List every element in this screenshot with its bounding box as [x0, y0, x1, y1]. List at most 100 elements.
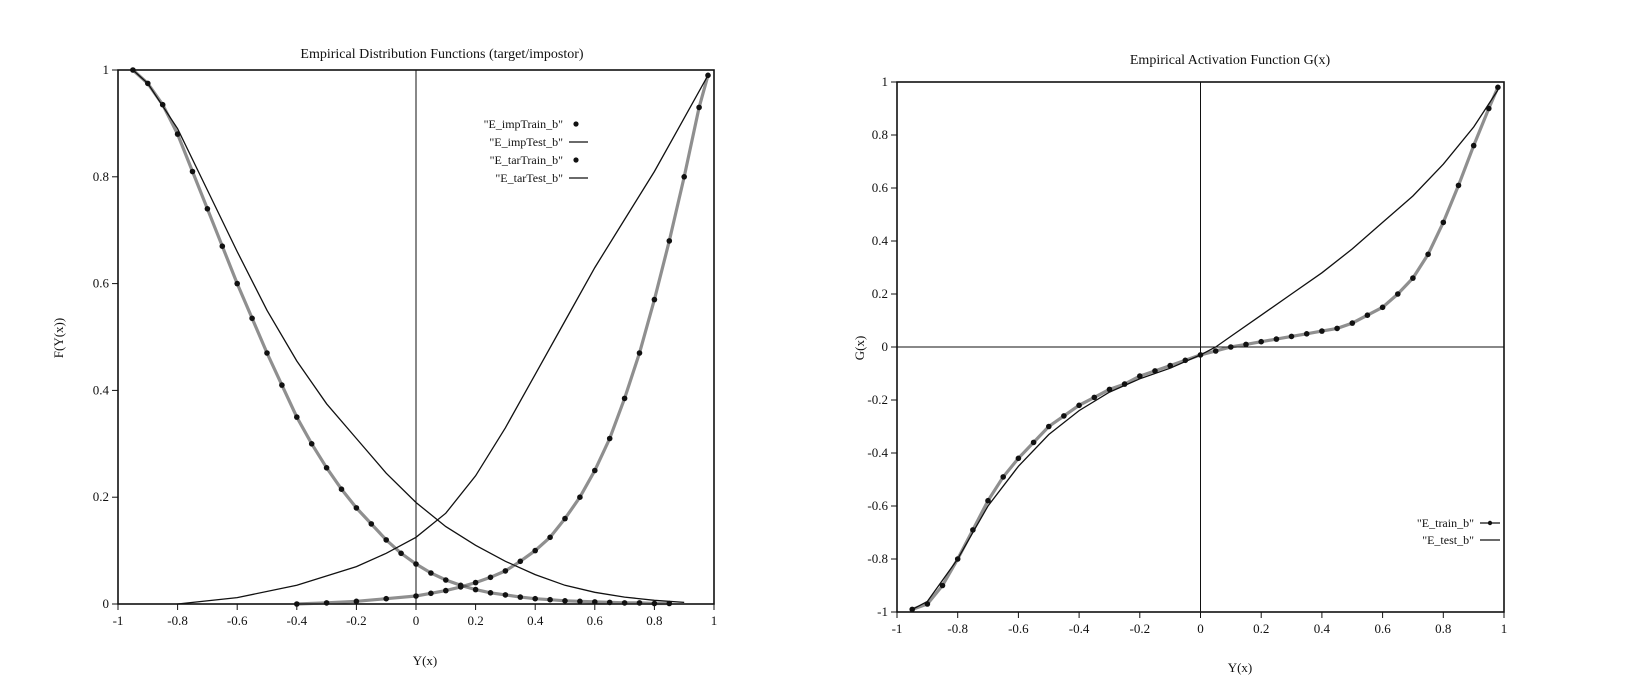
x-tick-label: 0.4	[1314, 621, 1331, 636]
y-tick-label: -0.2	[867, 392, 888, 407]
data-point	[1456, 183, 1462, 189]
data-point	[383, 537, 389, 543]
data-point	[369, 521, 375, 527]
data-point	[577, 494, 583, 500]
legend-label: "E_tarTest_b"	[495, 171, 563, 185]
legend: "E_train_b" "E_test_b"	[1417, 516, 1500, 547]
y-tick-label: -1	[877, 604, 888, 619]
x-tick-label: 1	[711, 613, 718, 628]
data-point	[1000, 474, 1006, 480]
data-point	[220, 243, 226, 249]
data-point	[383, 596, 389, 602]
series-trace	[912, 87, 1498, 609]
data-point	[1380, 305, 1386, 311]
data-point	[249, 316, 255, 322]
data-point	[547, 597, 553, 603]
legend-entry: "E_impTrain_b"	[484, 117, 579, 131]
data-point	[205, 206, 211, 212]
y-tick-label: 0.6	[93, 276, 110, 291]
data-point	[592, 599, 598, 605]
x-tick-label: 0.4	[527, 613, 544, 628]
data-point	[488, 590, 494, 596]
data-point	[1046, 424, 1052, 430]
data-point	[1425, 252, 1431, 258]
data-point	[1228, 344, 1234, 350]
x-tick-label: 0.6	[587, 613, 604, 628]
data-point	[1031, 440, 1037, 446]
y-tick-label: 0.6	[872, 180, 889, 195]
legend-label: "E_train_b"	[1417, 516, 1474, 530]
data-point	[532, 596, 538, 602]
data-point	[413, 561, 419, 567]
data-point	[592, 468, 598, 474]
legend-entry: "E_test_b"	[1422, 533, 1500, 547]
data-point	[294, 414, 300, 420]
y-tick-label: -0.8	[867, 551, 888, 566]
data-point	[1213, 348, 1219, 354]
legend-entry: "E_train_b"	[1417, 516, 1500, 530]
data-point	[1061, 413, 1067, 419]
x-tick-label: 0.8	[646, 613, 662, 628]
data-point	[547, 535, 553, 541]
data-point	[1334, 326, 1340, 332]
data-point	[1319, 328, 1325, 334]
y-tick-label: -0.4	[867, 445, 888, 460]
data-point	[488, 575, 494, 581]
data-point	[1395, 291, 1401, 297]
x-tick-label: -0.8	[167, 613, 188, 628]
data-point	[652, 601, 658, 607]
data-point	[264, 350, 270, 356]
data-point	[458, 584, 464, 590]
legend: "E_impTrain_b" "E_impTest_b" "E_tarTrain…	[484, 117, 588, 185]
plot-area: -1-0.8-0.6-0.4-0.200.20.40.60.8100.20.40…	[93, 62, 718, 628]
x-tick-label: -0.6	[1008, 621, 1029, 636]
data-point	[1016, 456, 1022, 462]
x-tick-label: 0.2	[467, 613, 483, 628]
data-point	[637, 600, 643, 606]
x-tick-label: 0.6	[1374, 621, 1391, 636]
y-axis-label: G(x)	[852, 336, 867, 361]
distribution-functions-chart: Empirical Distribution Functions (target…	[51, 47, 717, 668]
x-tick-label: -1	[892, 621, 903, 636]
x-tick-label: -1	[113, 613, 124, 628]
data-point	[1076, 403, 1082, 409]
data-point	[294, 601, 300, 607]
data-point	[562, 516, 568, 522]
legend-entry: "E_tarTest_b"	[495, 171, 588, 185]
legend-label: "E_tarTrain_b"	[490, 153, 563, 167]
data-point	[398, 551, 404, 557]
y-tick-label: 0	[103, 596, 110, 611]
x-tick-label: -0.2	[346, 613, 367, 628]
legend-label: "E_impTest_b"	[489, 135, 563, 149]
data-point	[503, 568, 509, 574]
series-line	[912, 90, 1498, 609]
legend-label: "E_test_b"	[1422, 533, 1474, 547]
y-axis-label: F(Y(x))	[51, 318, 66, 358]
data-point	[339, 486, 345, 492]
data-point	[1092, 395, 1098, 401]
data-point	[577, 599, 583, 605]
data-point	[324, 465, 330, 471]
y-tick-label: 0.8	[93, 169, 109, 184]
data-point	[1274, 336, 1280, 342]
data-point	[1304, 331, 1310, 337]
activation-function-chart: Empirical Activation Function G(x) -1-0.…	[852, 53, 1507, 675]
data-point	[443, 577, 449, 583]
y-tick-label: 0.2	[872, 286, 888, 301]
x-tick-label: -0.8	[947, 621, 968, 636]
data-point	[607, 600, 613, 606]
data-point	[1495, 85, 1501, 91]
data-point	[1289, 334, 1295, 340]
data-point	[473, 580, 479, 586]
data-point	[681, 174, 687, 180]
chart-title: Empirical Distribution Functions (target…	[300, 47, 584, 62]
x-tick-label: 0.8	[1435, 621, 1451, 636]
series-trace	[133, 70, 669, 604]
data-point	[532, 548, 538, 554]
legend-label: "E_impTrain_b"	[484, 117, 563, 131]
data-point	[518, 594, 524, 600]
data-point	[413, 593, 419, 599]
data-point	[1350, 320, 1356, 326]
data-point	[354, 599, 360, 605]
x-tick-label: -0.2	[1130, 621, 1151, 636]
